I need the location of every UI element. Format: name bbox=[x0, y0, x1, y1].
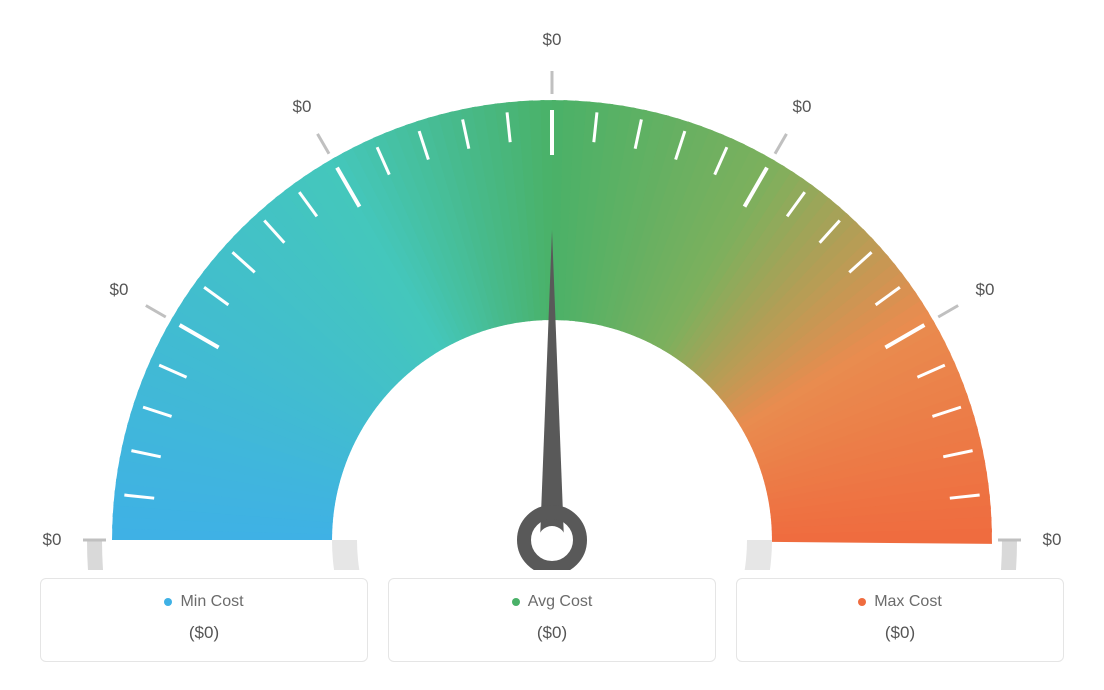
legend-text-min: Min Cost bbox=[180, 593, 243, 611]
legend-card-avg: Avg Cost ($0) bbox=[388, 578, 716, 662]
legend-text-max: Max Cost bbox=[874, 593, 942, 611]
gauge-tick-label: $0 bbox=[976, 280, 995, 300]
gauge-tick-label: $0 bbox=[793, 97, 812, 117]
legend-value-max: ($0) bbox=[749, 623, 1051, 643]
legend-dot-max bbox=[858, 598, 866, 606]
gauge-svg bbox=[0, 10, 1104, 570]
gauge-tick-label: $0 bbox=[293, 97, 312, 117]
legend-label-max: Max Cost bbox=[858, 593, 942, 611]
gauge-container: $0 $0 $0 $0 $0 $0 $0 bbox=[0, 10, 1104, 570]
legend-row: Min Cost ($0) Avg Cost ($0) Max Cost ($0… bbox=[40, 578, 1064, 662]
gauge-tick-label: $0 bbox=[1043, 530, 1062, 550]
legend-label-min: Min Cost bbox=[164, 593, 243, 611]
gauge-tick-label: $0 bbox=[543, 30, 562, 50]
legend-card-max: Max Cost ($0) bbox=[736, 578, 1064, 662]
legend-text-avg: Avg Cost bbox=[528, 593, 593, 611]
legend-dot-avg bbox=[512, 598, 520, 606]
legend-value-avg: ($0) bbox=[401, 623, 703, 643]
legend-card-min: Min Cost ($0) bbox=[40, 578, 368, 662]
gauge-tick-label: $0 bbox=[43, 530, 62, 550]
legend-dot-min bbox=[164, 598, 172, 606]
legend-label-avg: Avg Cost bbox=[512, 593, 593, 611]
gauge-tick-label: $0 bbox=[110, 280, 129, 300]
legend-value-min: ($0) bbox=[53, 623, 355, 643]
